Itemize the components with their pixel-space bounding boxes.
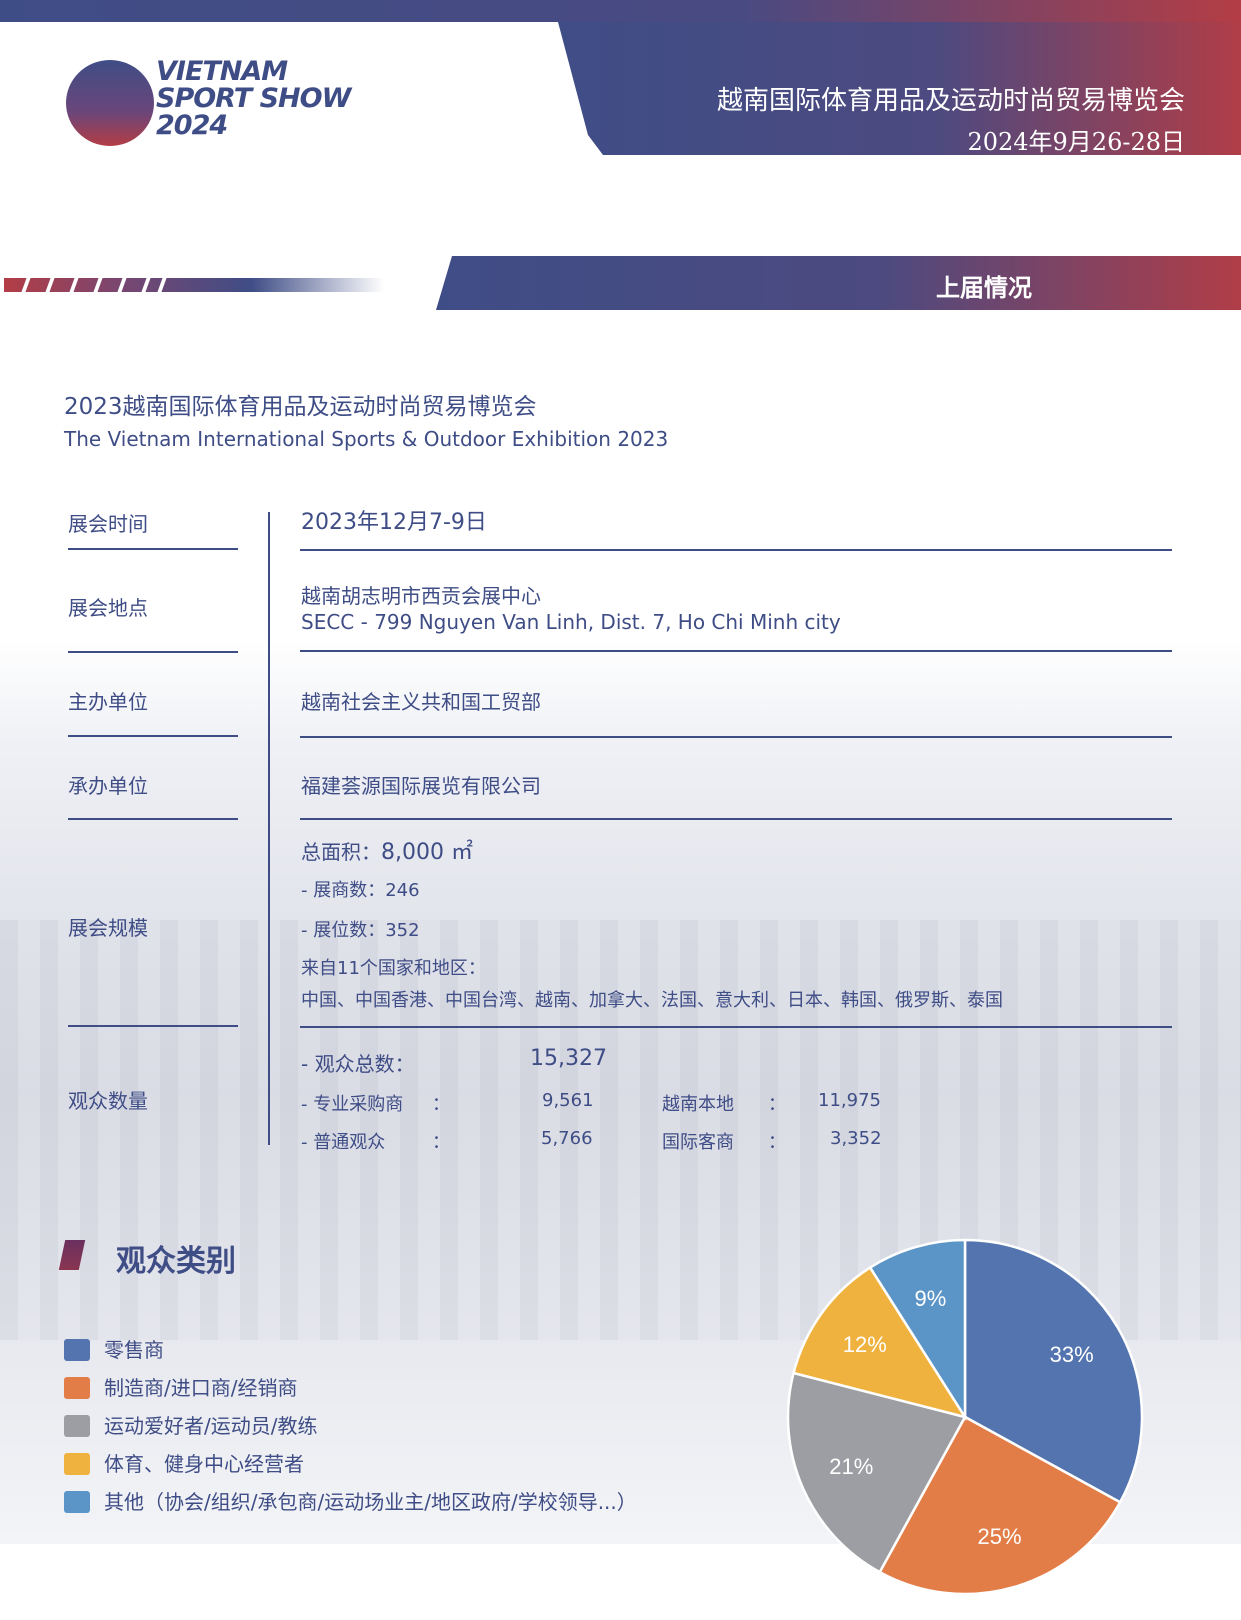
divider bbox=[300, 818, 1172, 820]
buyers-value: 9,561 bbox=[542, 1090, 594, 1111]
label-host: 主办单位 bbox=[68, 690, 148, 714]
countries-list: 中国、中国香港、中国台湾、越南、加拿大、法国、意大利、日本、韩国、俄罗斯、泰国 bbox=[301, 990, 1003, 1011]
pie-slice bbox=[868, 1238, 967, 1422]
logo: VIETNAM SPORT SHOW 2024 bbox=[66, 58, 366, 148]
value-host: 越南社会主义共和国工贸部 bbox=[301, 690, 541, 714]
top-bar bbox=[0, 0, 1241, 22]
legend-item: 制造商/进口商/经销商 bbox=[64, 1372, 297, 1401]
legend-item: 零售商 bbox=[64, 1334, 164, 1363]
intl-value: 3,352 bbox=[830, 1128, 882, 1149]
pie-slice bbox=[963, 1238, 1144, 1504]
colon: ： bbox=[432, 1094, 450, 1115]
general-label: - 普通观众 bbox=[301, 1132, 386, 1153]
legend-label: 运动爱好者/运动员/教练 bbox=[104, 1414, 318, 1438]
divider bbox=[300, 549, 1172, 551]
label-organizer: 承办单位 bbox=[68, 774, 148, 798]
divider bbox=[68, 735, 238, 737]
legend-swatch bbox=[64, 1339, 90, 1361]
pie-data-label: 33% bbox=[1050, 1342, 1094, 1367]
buyers-label: - 专业采购商 bbox=[301, 1094, 404, 1115]
legend-label: 其他（协会/组织/承包商/运动场业主/地区政府/学校领导...） bbox=[104, 1490, 637, 1514]
pie-data-label: 12% bbox=[843, 1332, 887, 1357]
value-area: 总面积：8,000 ㎡ bbox=[301, 834, 473, 866]
local-value: 11,975 bbox=[818, 1090, 881, 1111]
local-label: 越南本地 bbox=[662, 1094, 734, 1115]
pie-data-label: 21% bbox=[829, 1454, 873, 1479]
categories-title: 观众类别 bbox=[116, 1244, 236, 1279]
divider bbox=[300, 650, 1172, 652]
divider bbox=[68, 818, 238, 820]
label-scale: 展会规模 bbox=[68, 916, 148, 940]
label-time: 展会时间 bbox=[68, 512, 148, 536]
divider bbox=[300, 1026, 1172, 1028]
section-title: 上届情况 bbox=[936, 274, 1032, 302]
event-title-cn: 2023越南国际体育用品及运动时尚贸易博览会 bbox=[64, 394, 537, 420]
area-label: 总面积： bbox=[301, 840, 381, 864]
legend-swatch bbox=[64, 1377, 90, 1399]
countries-intro: 来自11个国家和地区： bbox=[301, 958, 486, 979]
legend-label: 零售商 bbox=[104, 1338, 164, 1362]
header-banner: 越南国际体育用品及运动时尚贸易博览会 2024年9月26-28日 bbox=[558, 22, 1241, 155]
visitors-total-value: 15,327 bbox=[530, 1046, 607, 1071]
section-banner: 上届情况 bbox=[436, 256, 1241, 310]
area-value: 8,000 ㎡ bbox=[381, 840, 473, 865]
colon: ： bbox=[768, 1132, 786, 1153]
pie-slice bbox=[792, 1265, 968, 1419]
pie-data-label: 25% bbox=[978, 1524, 1022, 1549]
divider bbox=[300, 736, 1172, 738]
divider bbox=[68, 1025, 238, 1027]
intl-label: 国际客商 bbox=[662, 1132, 734, 1153]
value-booths: - 展位数：352 bbox=[301, 920, 420, 941]
visitors-total-label: - 观众总数： bbox=[301, 1052, 415, 1076]
event-title-en: The Vietnam International Sports & Outdo… bbox=[64, 427, 669, 451]
legend-swatch bbox=[64, 1491, 90, 1513]
divider bbox=[68, 651, 238, 653]
legend-label: 制造商/进口商/经销商 bbox=[104, 1376, 298, 1400]
pie-chart: 33% 25% 21% 12% 9% bbox=[786, 1238, 1144, 1596]
background-photo bbox=[0, 640, 1241, 1544]
legend-swatch bbox=[64, 1453, 90, 1475]
legend-item: 体育、健身中心经营者 bbox=[64, 1448, 304, 1477]
pie-data-label: 9% bbox=[915, 1286, 947, 1311]
label-venue: 展会地点 bbox=[68, 596, 148, 620]
legend-item: 其他（协会/组织/承包商/运动场业主/地区政府/学校领导...） bbox=[64, 1486, 637, 1515]
header-date: 2024年9月26-28日 bbox=[967, 128, 1185, 156]
general-value: 5,766 bbox=[541, 1128, 593, 1149]
value-venue-en: SECC - 799 Nguyen Van Linh, Dist. 7, Ho … bbox=[301, 610, 841, 634]
value-organizer: 福建荟源国际展览有限公司 bbox=[301, 774, 541, 798]
header-title: 越南国际体育用品及运动时尚贸易博览会 bbox=[716, 86, 1185, 116]
legend-item: 运动爱好者/运动员/教练 bbox=[64, 1410, 317, 1439]
logo-text: VIETNAM SPORT SHOW 2024 bbox=[156, 56, 351, 141]
decorative-stripes bbox=[4, 278, 384, 292]
value-venue-cn: 越南胡志明市西贡会展中心 bbox=[301, 584, 541, 608]
value-exhibitors: - 展商数：246 bbox=[301, 880, 420, 901]
label-visitors: 观众数量 bbox=[68, 1089, 148, 1113]
cyclist-logo-icon bbox=[66, 60, 154, 146]
legend-swatch bbox=[64, 1415, 90, 1437]
colon: ： bbox=[432, 1132, 450, 1153]
value-time: 2023年12月7-9日 bbox=[301, 510, 487, 535]
divider bbox=[68, 548, 238, 550]
colon: ： bbox=[768, 1094, 786, 1115]
vertical-divider bbox=[268, 512, 270, 1145]
legend-label: 体育、健身中心经营者 bbox=[104, 1452, 304, 1476]
